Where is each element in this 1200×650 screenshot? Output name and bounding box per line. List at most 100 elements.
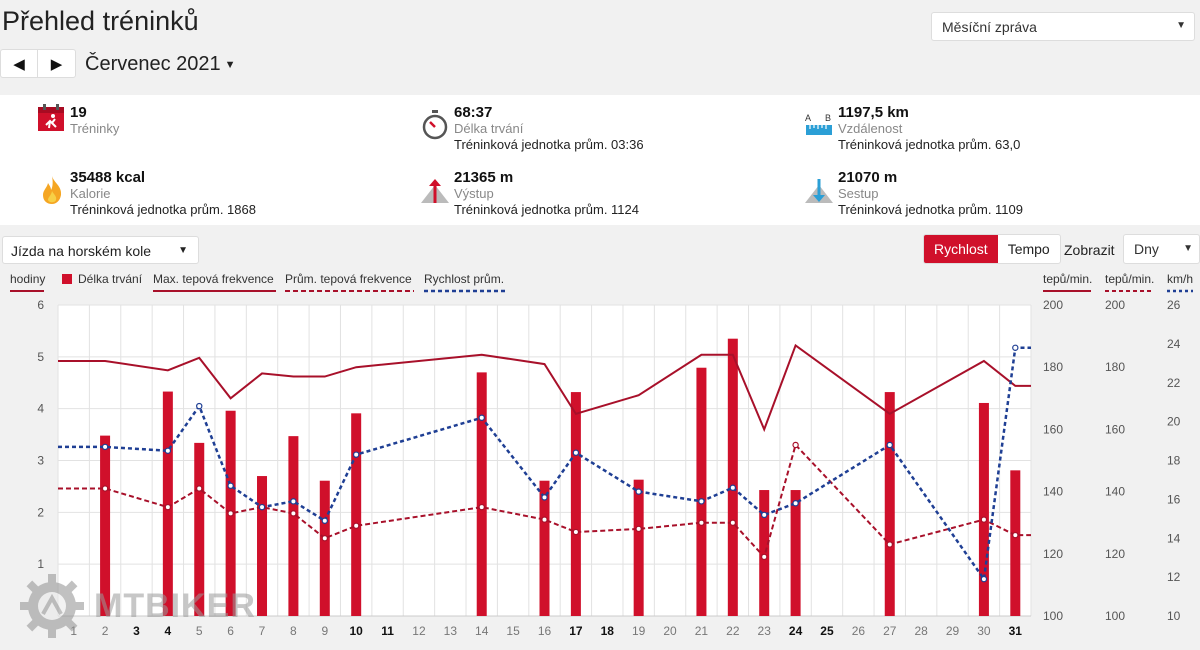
y-tick-bpm-avg: 200 (1105, 298, 1125, 312)
duration-bar (633, 479, 644, 616)
legend-max-hr-label: Max. tepová frekvence (153, 272, 274, 286)
avg-hr-line-point (761, 553, 768, 561)
legend-avg-hr-label: Prům. tepová frekvence (285, 272, 412, 286)
avg-speed-line-point (258, 503, 266, 511)
next-month-button[interactable]: ▶ (38, 50, 75, 77)
x-tick-day: 23 (758, 624, 772, 638)
y-tick-kmh: 22 (1167, 376, 1181, 390)
avg-speed-line-point (541, 494, 548, 501)
avg-speed-line-point (101, 443, 109, 451)
stat-calories-value: 35488 kcal (70, 169, 146, 186)
avg-hr-line (58, 442, 1031, 559)
stat-distance-value: 1197,5 km (838, 104, 909, 121)
chevron-down-icon: ▼ (1183, 243, 1193, 254)
stat-ascent-avg: Tréninková jednotka prům. 1124 (454, 202, 639, 217)
stopwatch-icon (422, 110, 448, 140)
avg-speed-line-point (352, 451, 360, 458)
avg-hr-line-point (698, 519, 705, 526)
summary-panel: 19 Tréninky 68:37 Délka trvání Tréninkov… (0, 95, 1200, 225)
legend-kmh-axis-label: km/h (1167, 272, 1194, 286)
legend-avg-hr-line (285, 290, 414, 292)
legend-bpm-axis-1-line (1043, 290, 1091, 292)
stat-descent-value: 21070 m (838, 169, 898, 186)
avg-speed-line-point (698, 498, 705, 505)
x-tick-day: 3 (133, 624, 140, 638)
stat-duration-avg: Tréninková jednotka prům. 03:36 (454, 137, 644, 152)
legend-max-hr-line (153, 290, 276, 292)
flame-icon (43, 176, 62, 204)
legend-duration[interactable]: Délka trvání (62, 272, 142, 286)
watermark-text: MTBIKER (94, 586, 256, 625)
duration-bar (884, 392, 895, 616)
legend-max-hr[interactable]: Max. tepová frekvence (153, 272, 276, 293)
avg-speed-line-point (196, 402, 203, 410)
avg-speed-line-point (572, 449, 580, 456)
stat-trainings: 19 Tréninky (70, 104, 119, 136)
avg-hr-line-point (290, 510, 297, 517)
x-tick-day: 20 (663, 624, 677, 638)
x-tick-day: 27 (883, 624, 897, 638)
duration-bar (100, 435, 111, 616)
stat-trainings-label: Tréninky (70, 121, 120, 136)
y-tick-hours: 2 (37, 505, 44, 519)
distance-ruler-icon: A B (805, 113, 832, 135)
watermark: MTBIKER (18, 572, 256, 640)
duration-bar (978, 402, 989, 616)
legend-speed[interactable]: Rychlost prům. (424, 272, 506, 293)
avg-hr-line-point (352, 522, 360, 530)
month-label: Červenec 2021 (85, 53, 221, 75)
avg-speed-line-point (886, 441, 893, 449)
gear-logo-icon (20, 574, 84, 638)
x-tick-day: 15 (506, 624, 520, 638)
y-tick-kmh: 26 (1167, 298, 1181, 312)
x-tick-day: 30 (977, 624, 991, 638)
ascent-icon (421, 179, 449, 203)
page-title: Přehled tréninků (2, 6, 199, 36)
period-select[interactable]: Dny ▼ (1123, 234, 1200, 264)
series-lines (58, 343, 1031, 583)
pace-button[interactable]: Tempo (1007, 241, 1050, 257)
stat-ascent-label: Výstup (454, 186, 494, 201)
month-selector[interactable]: Červenec 2021 ▼ (85, 53, 236, 76)
x-tick-day: 14 (475, 624, 489, 638)
avg-speed-line-point (478, 414, 485, 421)
x-tick-day: 12 (412, 624, 426, 638)
sport-select[interactable]: Jízda na horském kole ▼ (2, 236, 199, 264)
avg-hr-line-point (541, 516, 548, 523)
prev-month-button[interactable]: ◀ (1, 50, 38, 77)
speed-pace-toggle: Rychlost Tempo (923, 234, 1061, 264)
report-type-select[interactable]: Měsíční zpráva ▼ (931, 12, 1195, 41)
stat-duration: 68:37 Délka trvání Tréninková jednotka p… (454, 104, 644, 153)
avg-speed-line-point (227, 482, 234, 489)
svg-text:B: B (825, 113, 831, 123)
y-tick-bpm-avg: 160 (1105, 422, 1125, 436)
avg-speed-line-point (321, 517, 328, 524)
speed-button[interactable]: Rychlost (924, 235, 998, 263)
x-tick-day: 19 (632, 624, 646, 638)
sport-select-value: Jízda na horském kole (11, 243, 152, 259)
y-tick-hours: 4 (37, 402, 44, 416)
y-tick-kmh: 20 (1167, 415, 1181, 429)
legend-bpm-axis-1: tepů/min. (1043, 272, 1092, 293)
stat-descent-avg: Tréninková jednotka prům. 1109 (838, 202, 1023, 217)
y-tick-bpm-avg: 100 (1105, 609, 1125, 623)
x-tick-day: 21 (695, 624, 709, 638)
avg-hr-line-point (980, 516, 988, 523)
y-tick-bpm-max: 160 (1043, 422, 1063, 436)
avg-speed-line-point (761, 511, 768, 519)
y-tick-bpm-max: 140 (1043, 485, 1063, 499)
avg-hr-line-point (635, 525, 642, 533)
legend-avg-hr[interactable]: Prům. tepová frekvence (285, 272, 414, 293)
x-tick-day: 4 (165, 624, 172, 638)
y-tick-bpm-max: 120 (1043, 547, 1063, 561)
month-nav: ◀ ▶ (0, 49, 76, 78)
duration-bar (759, 490, 770, 616)
x-tick-day: 9 (321, 624, 328, 638)
x-tick-day: 25 (820, 624, 834, 638)
stat-duration-value: 68:37 (454, 104, 493, 121)
avg-hr-line-point (886, 541, 893, 548)
stat-descent-label: Sestup (838, 186, 879, 201)
avg-speed-line-point (164, 447, 172, 454)
avg-hr-line-point (729, 519, 737, 526)
